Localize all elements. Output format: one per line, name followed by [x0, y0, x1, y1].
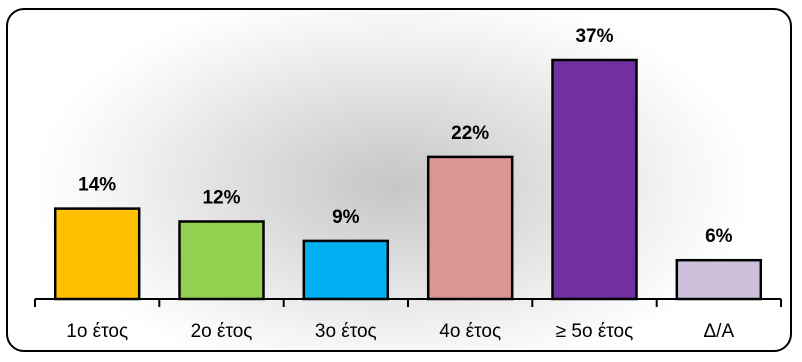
- data-label-1: 14%: [78, 175, 116, 196]
- bar-5: [551, 58, 638, 301]
- bar-1: [53, 207, 141, 301]
- data-label-6: 6%: [705, 226, 733, 247]
- data-label-4: 22%: [451, 123, 489, 144]
- data-label-2: 12%: [202, 188, 240, 209]
- data-label-3: 9%: [332, 207, 360, 228]
- category-label-4: 4ο έτος: [439, 321, 501, 342]
- data-label-5: 37%: [575, 26, 613, 47]
- category-label-3: 3ο έτος: [315, 321, 377, 342]
- category-label-1: 1ο έτος: [66, 321, 128, 342]
- bar-6: [675, 258, 763, 301]
- bar-3: [302, 239, 390, 301]
- bar-2: [178, 220, 265, 301]
- bar-4: [426, 155, 514, 301]
- category-label-2: 2ο έτος: [191, 321, 253, 342]
- category-label-6: Δ/Α: [703, 321, 734, 342]
- category-label-5: ≥ 5ο έτος: [556, 321, 634, 342]
